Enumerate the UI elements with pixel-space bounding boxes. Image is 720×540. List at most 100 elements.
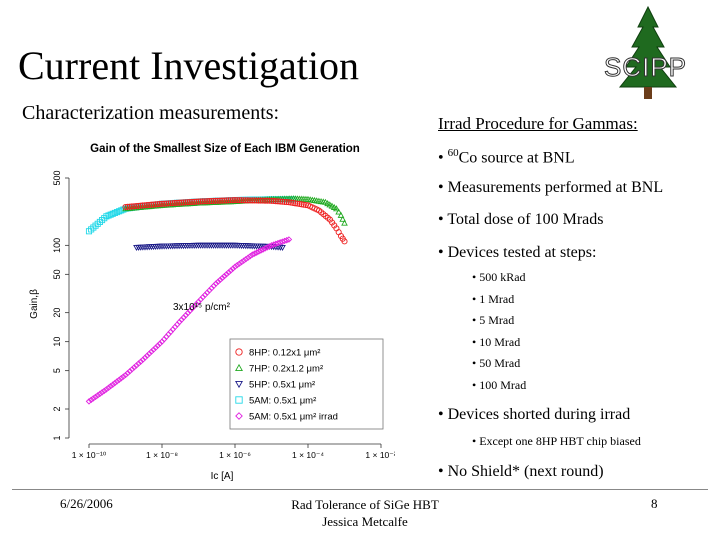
data-point bbox=[189, 198, 196, 205]
data-point bbox=[143, 352, 151, 359]
data-point bbox=[264, 244, 271, 251]
data-point bbox=[259, 197, 266, 204]
x-tick-label: 1 × 10⁻¹⁰ bbox=[72, 450, 107, 460]
bullet-total-dose: • Total dose of 100 Mrads bbox=[438, 211, 604, 228]
data-point bbox=[107, 382, 114, 390]
data-point bbox=[274, 198, 282, 205]
data-point bbox=[240, 197, 247, 204]
bullet-measurements: • Measurements performed at BNL bbox=[438, 179, 664, 196]
data-point bbox=[195, 198, 202, 205]
legend-marker bbox=[235, 348, 243, 356]
data-point bbox=[290, 199, 297, 206]
data-point bbox=[128, 366, 136, 373]
data-point bbox=[135, 360, 142, 367]
data-point bbox=[285, 236, 293, 243]
legend-label: 5HP: 0.5x1 μm² bbox=[249, 380, 315, 391]
data-point bbox=[234, 197, 241, 204]
data-point bbox=[113, 378, 121, 385]
series-0 bbox=[122, 197, 348, 245]
data-point bbox=[94, 392, 101, 399]
data-point bbox=[193, 198, 200, 205]
footer-date: 6/26/2006 bbox=[60, 496, 113, 511]
legend-label: 8HP: 0.12x1 μm² bbox=[249, 348, 320, 359]
y-tick-label: 500 bbox=[52, 170, 62, 185]
data-point bbox=[113, 209, 121, 216]
x-axis-label: Ic [A] bbox=[211, 471, 234, 482]
data-point bbox=[337, 211, 345, 218]
data-point bbox=[141, 202, 148, 209]
data-point bbox=[146, 350, 153, 357]
data-point bbox=[253, 197, 260, 204]
footer-title: Rad Tolerance of SiGe HBT bbox=[291, 497, 439, 512]
bullet-source: • 60Co source at BNL bbox=[438, 147, 575, 167]
data-point bbox=[133, 203, 140, 210]
data-point bbox=[251, 197, 258, 204]
data-point bbox=[167, 200, 174, 207]
x-tick-label: 1 × 10⁻⁸ bbox=[146, 450, 178, 460]
data-point bbox=[182, 199, 189, 206]
data-point bbox=[203, 289, 211, 296]
data-point bbox=[229, 197, 236, 204]
x-tick-label: 1 × 10⁻⁴ bbox=[292, 450, 324, 460]
legend-marker bbox=[235, 396, 243, 404]
data-point bbox=[270, 197, 277, 205]
data-point bbox=[126, 367, 134, 375]
data-point bbox=[253, 249, 260, 256]
data-point bbox=[225, 197, 232, 204]
data-point bbox=[212, 280, 220, 287]
series-4 bbox=[85, 236, 293, 405]
data-point bbox=[122, 203, 129, 211]
data-point bbox=[87, 396, 95, 404]
data-point bbox=[150, 201, 157, 208]
data-point bbox=[146, 201, 153, 208]
data-point bbox=[115, 376, 123, 384]
data-point bbox=[333, 205, 340, 212]
data-point bbox=[266, 197, 273, 204]
data-point bbox=[208, 284, 215, 292]
bullet-devices-tested: • Devices tested at steps: bbox=[438, 244, 597, 261]
data-point bbox=[201, 291, 209, 299]
y-tick-label: 5 bbox=[52, 368, 62, 373]
footer-divider bbox=[12, 489, 708, 490]
logo-wordmark: SCIPP bbox=[603, 52, 688, 83]
data-point bbox=[221, 272, 228, 280]
y-axis: 1 2 5 10 20 50 100 500 bbox=[52, 170, 70, 441]
data-point bbox=[130, 364, 138, 371]
data-point bbox=[210, 282, 217, 290]
y-tick-label: 1 bbox=[52, 435, 62, 440]
x-axis: 1 × 10⁻¹⁰ 1 × 10⁻⁸ 1 × 10⁻⁶ 1 × 10⁻⁴ 1 × 10⁻… bbox=[72, 443, 395, 460]
data-point bbox=[111, 209, 118, 216]
data-point bbox=[244, 254, 252, 261]
data-point bbox=[223, 271, 230, 278]
data-point bbox=[186, 307, 194, 314]
data-point bbox=[210, 197, 217, 204]
data-point bbox=[195, 298, 202, 305]
data-point bbox=[191, 198, 198, 205]
y-tick-label: 50 bbox=[52, 269, 62, 279]
data-point bbox=[214, 197, 221, 204]
data-point bbox=[96, 390, 104, 398]
data-point bbox=[244, 197, 251, 204]
legend-label: 5AM: 0.5x1 μm² irrad bbox=[249, 412, 338, 423]
data-point bbox=[257, 197, 264, 204]
data-point bbox=[266, 243, 273, 250]
data-point bbox=[148, 201, 155, 208]
data-point bbox=[238, 197, 245, 204]
data-point bbox=[139, 356, 147, 363]
data-point bbox=[341, 238, 348, 245]
data-point bbox=[154, 342, 161, 349]
data-point bbox=[197, 296, 204, 303]
data-point bbox=[143, 202, 151, 209]
data-point bbox=[161, 200, 168, 207]
chart-legend: 8HP: 0.12x1 μm² 7HP: 0.2x1.2 μm² 5HP: 0.5x… bbox=[229, 338, 384, 430]
step-item: • 50 Mrad bbox=[472, 356, 521, 370]
data-point bbox=[268, 197, 275, 204]
data-point bbox=[249, 197, 256, 204]
data-point bbox=[281, 198, 288, 205]
data-point bbox=[231, 263, 239, 270]
data-point bbox=[219, 197, 226, 204]
data-point bbox=[238, 258, 245, 266]
slide-subtitle: Characterization measurements: bbox=[22, 102, 280, 124]
data-point bbox=[236, 197, 243, 204]
y-tick-label: 2 bbox=[52, 406, 62, 411]
